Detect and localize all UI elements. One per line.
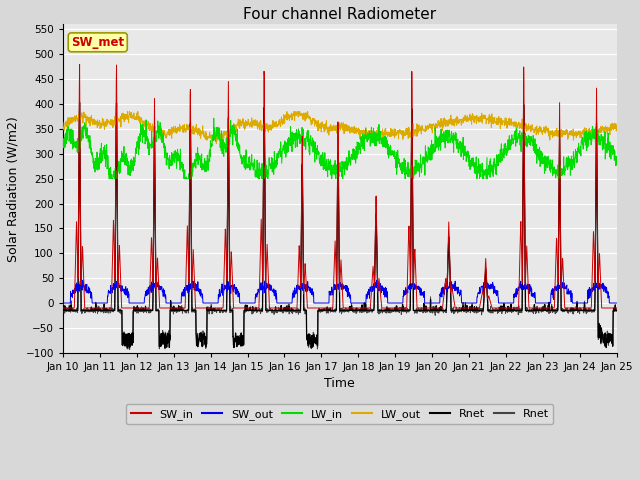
Legend: SW_in, SW_out, LW_in, LW_out, Rnet, Rnet: SW_in, SW_out, LW_in, LW_out, Rnet, Rnet — [126, 404, 554, 424]
Title: Four channel Radiometer: Four channel Radiometer — [243, 7, 436, 22]
X-axis label: Time: Time — [324, 377, 355, 390]
Y-axis label: Solar Radiation (W/m2): Solar Radiation (W/m2) — [7, 116, 20, 262]
Text: SW_met: SW_met — [71, 36, 124, 49]
